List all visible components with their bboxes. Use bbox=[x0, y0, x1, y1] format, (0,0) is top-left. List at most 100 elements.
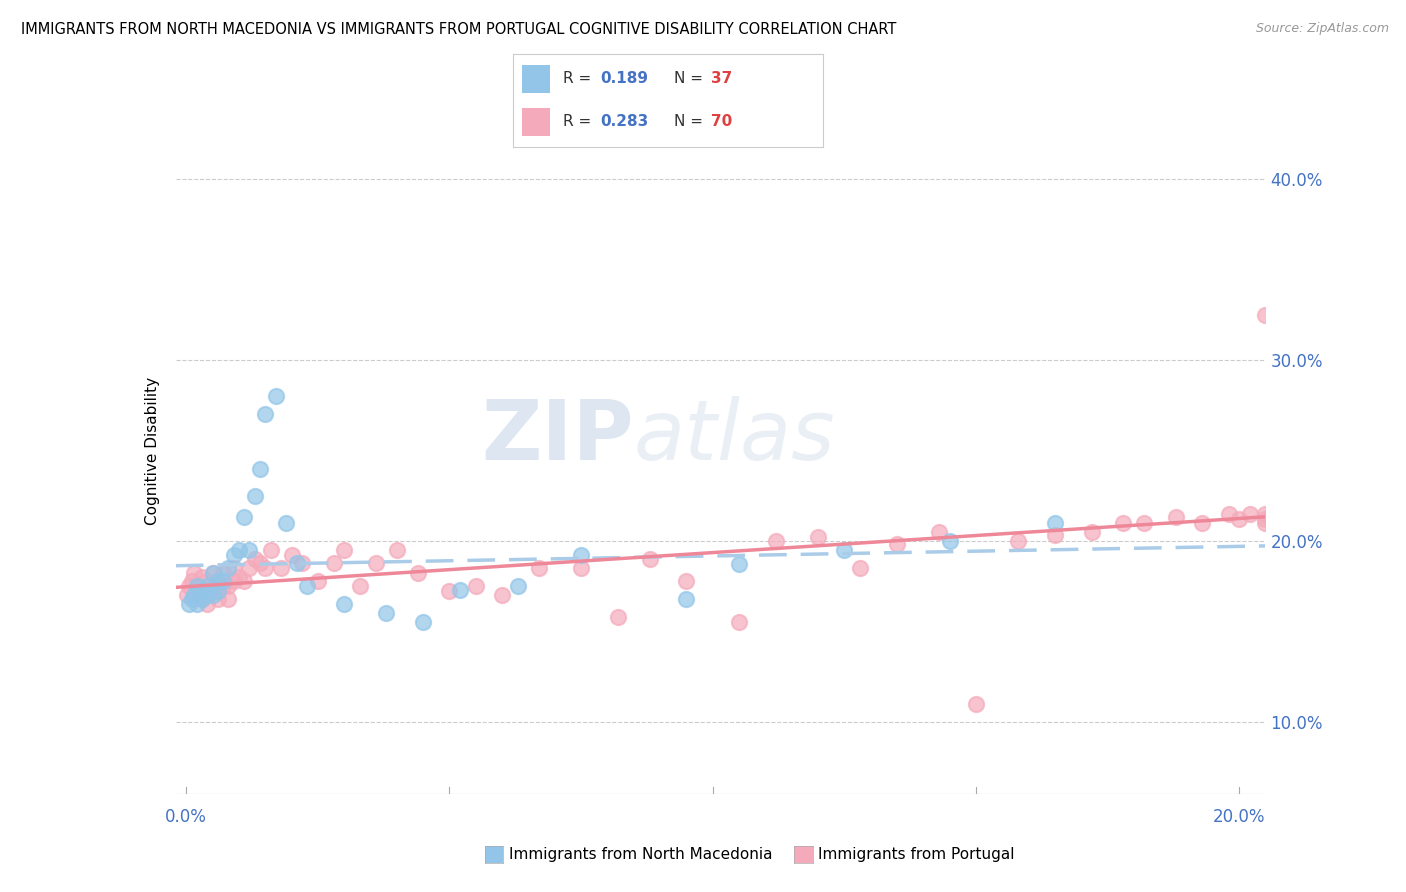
Point bbox=[1264, 507, 1286, 521]
Point bbox=[1264, 512, 1286, 526]
Point bbox=[291, 556, 314, 570]
Point bbox=[201, 584, 224, 599]
Point bbox=[177, 579, 200, 593]
Point bbox=[886, 537, 908, 551]
Point bbox=[191, 584, 214, 599]
Point bbox=[765, 533, 787, 548]
Point bbox=[506, 579, 529, 593]
Point bbox=[254, 561, 277, 575]
Text: atlas: atlas bbox=[633, 396, 835, 477]
Text: 0.283: 0.283 bbox=[600, 114, 648, 129]
Point bbox=[1270, 507, 1292, 521]
Point bbox=[201, 566, 224, 581]
Point bbox=[1254, 507, 1277, 521]
Point bbox=[385, 542, 408, 557]
Point bbox=[675, 591, 697, 606]
Point bbox=[186, 579, 208, 593]
Point bbox=[807, 530, 830, 544]
Point bbox=[1239, 507, 1261, 521]
Point bbox=[186, 597, 208, 611]
Point bbox=[1043, 528, 1066, 542]
Point bbox=[1254, 308, 1277, 322]
Point bbox=[364, 556, 387, 570]
Text: R =: R = bbox=[562, 71, 596, 87]
Point bbox=[254, 407, 277, 421]
Point bbox=[207, 584, 229, 599]
Point bbox=[222, 574, 245, 588]
Text: ZIP: ZIP bbox=[481, 396, 633, 477]
Point bbox=[1254, 512, 1277, 526]
Text: N =: N = bbox=[673, 71, 707, 87]
Point bbox=[322, 556, 344, 570]
Text: Source: ZipAtlas.com: Source: ZipAtlas.com bbox=[1256, 22, 1389, 36]
Point bbox=[1043, 516, 1066, 530]
Point bbox=[464, 579, 486, 593]
Point bbox=[1260, 510, 1282, 524]
Point bbox=[1080, 524, 1102, 539]
Point bbox=[238, 542, 260, 557]
Point bbox=[270, 561, 292, 575]
Point bbox=[1227, 512, 1250, 526]
Point bbox=[186, 579, 208, 593]
Point bbox=[439, 584, 461, 599]
Point bbox=[264, 389, 287, 403]
Point bbox=[195, 597, 218, 611]
Point bbox=[606, 609, 628, 624]
Text: 0.0%: 0.0% bbox=[166, 808, 207, 826]
FancyBboxPatch shape bbox=[523, 108, 550, 136]
Point bbox=[217, 591, 239, 606]
Point bbox=[1218, 507, 1240, 521]
Y-axis label: Cognitive Disability: Cognitive Disability bbox=[145, 376, 160, 524]
Point bbox=[176, 588, 198, 602]
Point bbox=[1007, 533, 1029, 548]
Point bbox=[217, 579, 239, 593]
Point bbox=[675, 574, 697, 588]
Point bbox=[375, 606, 398, 620]
Point bbox=[195, 588, 218, 602]
Point bbox=[212, 574, 235, 588]
Point bbox=[569, 549, 592, 563]
Point bbox=[233, 510, 256, 524]
Point bbox=[412, 615, 434, 630]
Point bbox=[233, 574, 256, 588]
Point bbox=[195, 574, 218, 588]
Text: 0.189: 0.189 bbox=[600, 71, 648, 87]
Point bbox=[180, 591, 202, 606]
Point bbox=[201, 588, 224, 602]
Point bbox=[832, 542, 855, 557]
Point bbox=[1133, 516, 1156, 530]
Point bbox=[1254, 516, 1277, 530]
Point bbox=[212, 566, 235, 581]
Text: 20.0%: 20.0% bbox=[1213, 808, 1265, 826]
Point bbox=[276, 516, 298, 530]
Text: 70: 70 bbox=[711, 114, 733, 129]
Point bbox=[243, 552, 266, 566]
Text: Immigrants from Portugal: Immigrants from Portugal bbox=[818, 847, 1015, 862]
Point bbox=[297, 579, 319, 593]
Point bbox=[249, 461, 271, 475]
Point bbox=[333, 597, 356, 611]
Point bbox=[938, 533, 960, 548]
Point bbox=[207, 574, 229, 588]
Point bbox=[191, 570, 214, 584]
Point bbox=[212, 579, 235, 593]
Point bbox=[222, 561, 245, 575]
Point bbox=[928, 524, 950, 539]
Point bbox=[183, 588, 205, 602]
Point bbox=[177, 597, 200, 611]
Text: R =: R = bbox=[562, 114, 596, 129]
Point bbox=[228, 570, 250, 584]
Point bbox=[188, 584, 211, 599]
Point bbox=[406, 566, 429, 581]
Point bbox=[195, 579, 218, 593]
Point bbox=[1191, 516, 1213, 530]
Point bbox=[333, 542, 356, 557]
Text: N =: N = bbox=[673, 114, 707, 129]
Point bbox=[201, 566, 224, 581]
Point bbox=[238, 561, 260, 575]
Point bbox=[349, 579, 371, 593]
Point bbox=[217, 561, 239, 575]
Point bbox=[307, 574, 329, 588]
Point bbox=[243, 489, 266, 503]
Point bbox=[638, 552, 661, 566]
